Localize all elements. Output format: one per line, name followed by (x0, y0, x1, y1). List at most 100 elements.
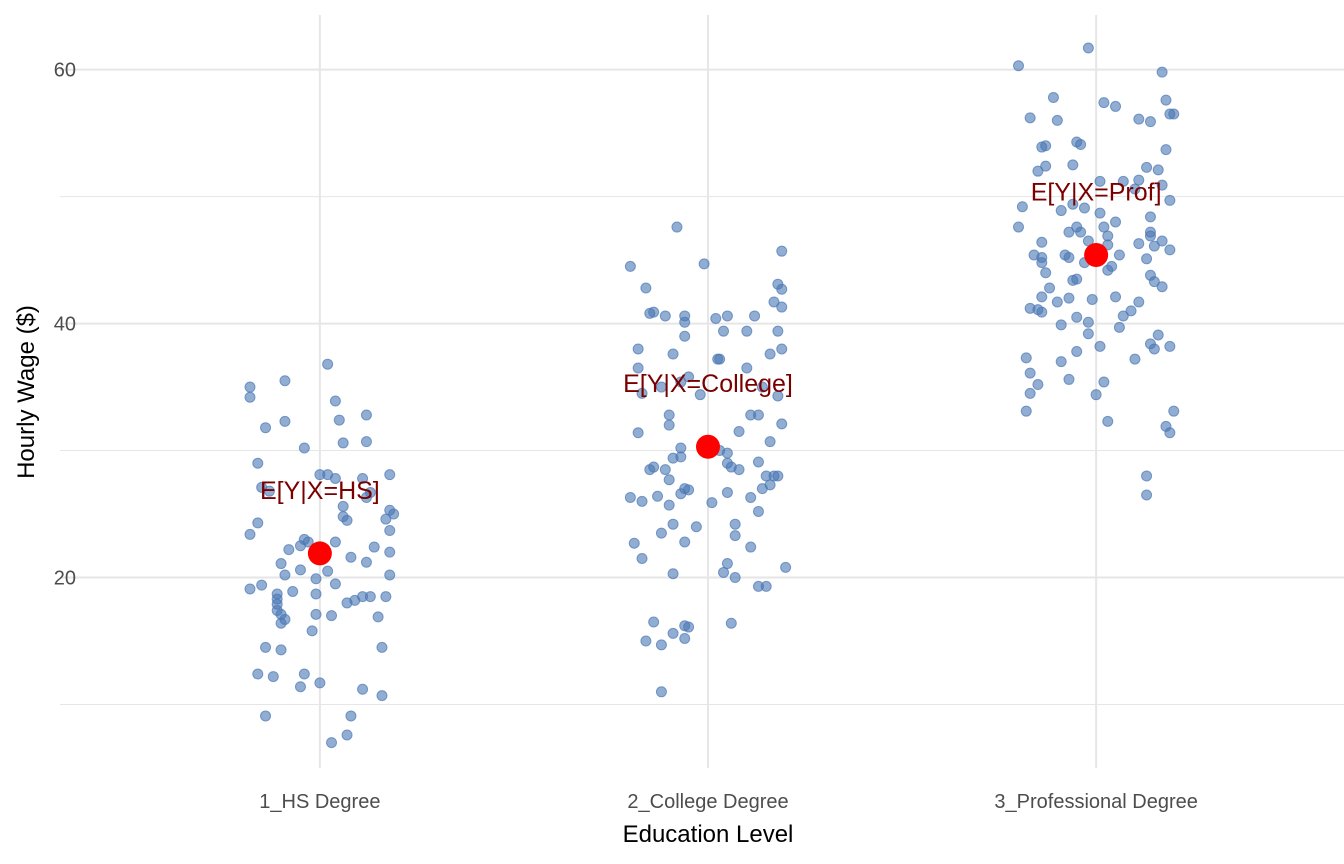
data-point (244, 381, 256, 393)
data-point (710, 312, 722, 324)
data-point (1036, 236, 1048, 248)
data-point (1144, 230, 1156, 242)
data-point (667, 518, 679, 530)
data-point (624, 492, 636, 504)
data-point (733, 464, 745, 476)
data-point (1148, 343, 1160, 355)
data-point (741, 362, 753, 374)
data-point (341, 729, 353, 741)
data-point (655, 381, 667, 393)
data-point (1082, 42, 1094, 54)
data-point (275, 558, 287, 570)
data-point (745, 541, 757, 553)
data-point (310, 608, 322, 620)
data-point (655, 686, 667, 698)
data-point (360, 492, 372, 504)
x-tick-label: 3_Professional Degree (994, 791, 1197, 813)
data-point (706, 497, 718, 509)
data-point (733, 425, 745, 437)
mean-annotation: E[Y|X=Prof] (1031, 179, 1162, 207)
data-point (648, 616, 660, 628)
data-point (1024, 387, 1036, 399)
data-point (655, 639, 667, 651)
data-point (1051, 296, 1063, 308)
data-point (679, 632, 691, 644)
data-point (1063, 373, 1075, 385)
data-points (244, 42, 1180, 749)
data-point (1110, 100, 1122, 112)
data-point (640, 635, 652, 647)
data-point (1152, 329, 1164, 341)
data-point (671, 221, 683, 233)
data-point (640, 282, 652, 294)
data-point (1013, 60, 1024, 72)
data-point (287, 585, 299, 597)
data-point (749, 310, 761, 322)
data-point (1063, 226, 1075, 238)
data-point (1156, 66, 1168, 78)
data-point (1082, 316, 1094, 328)
data-point (1051, 114, 1063, 126)
data-point (1156, 179, 1168, 191)
data-point (310, 573, 322, 585)
data-point (718, 325, 730, 337)
data-point (1148, 276, 1160, 288)
data-point (679, 330, 691, 342)
data-point (252, 517, 264, 529)
data-point (729, 572, 741, 584)
data-point (372, 611, 384, 623)
data-point (764, 348, 776, 360)
data-point (1040, 267, 1052, 279)
data-point (725, 617, 737, 629)
data-point (648, 306, 660, 318)
data-point (1020, 352, 1032, 364)
data-point (1110, 291, 1122, 303)
data-point (1024, 112, 1036, 124)
data-point (632, 362, 644, 374)
data-point (1067, 274, 1079, 286)
data-point (1129, 183, 1141, 195)
data-point (380, 591, 392, 603)
data-point (279, 415, 291, 427)
data-point (1086, 293, 1098, 305)
data-point (267, 671, 279, 683)
data-point (1160, 94, 1172, 106)
data-point (1044, 282, 1056, 294)
x-tick-label: 1_HS Degree (259, 791, 380, 813)
data-point (360, 409, 372, 421)
data-point (1071, 311, 1083, 323)
data-point (1036, 141, 1048, 153)
data-point (1156, 281, 1168, 293)
data-point (1071, 346, 1083, 358)
data-point (663, 409, 675, 421)
data-point (663, 419, 675, 431)
data-point (1078, 202, 1090, 214)
data-point (1144, 116, 1156, 128)
data-point (326, 737, 338, 749)
data-point (690, 521, 702, 533)
data-point (310, 588, 322, 600)
data-point (279, 375, 291, 387)
data-point (772, 390, 784, 402)
data-point (329, 472, 341, 484)
data-point (294, 564, 306, 576)
data-point (663, 499, 675, 511)
data-point (1102, 415, 1114, 427)
data-point (745, 492, 757, 504)
data-point (1164, 244, 1176, 256)
y-tick-label: 20 (54, 568, 76, 590)
data-point (244, 528, 256, 540)
data-point (1055, 356, 1067, 368)
data-point (1098, 376, 1110, 388)
data-point (1133, 113, 1145, 125)
data-point (1141, 489, 1153, 501)
data-point (679, 316, 691, 328)
data-point (768, 296, 780, 308)
data-point (776, 301, 788, 313)
data-point (306, 625, 318, 637)
data-point (1141, 253, 1153, 265)
data-point (675, 488, 687, 500)
data-point (1156, 235, 1168, 247)
data-point (1063, 292, 1075, 304)
data-point (1055, 319, 1067, 331)
